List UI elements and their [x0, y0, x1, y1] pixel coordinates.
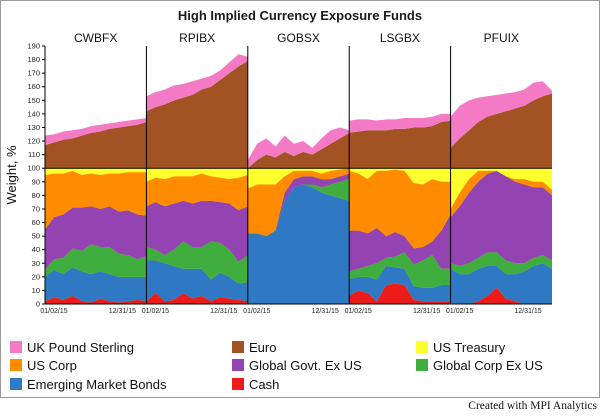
legend-item-euro: Euro — [232, 340, 276, 355]
y-tick-label-10: 10 — [32, 286, 40, 295]
x-tick-label-start-gobsx: 01/02/15 — [243, 308, 270, 315]
legend-item-uk-pound-sterling: UK Pound Sterling — [10, 340, 134, 355]
legend-item-us-corp: US Corp — [10, 358, 77, 373]
area-lsgbx-emerging-market-bonds — [349, 265, 451, 302]
y-tick-label-180: 180 — [27, 55, 40, 64]
y-tick-label-60: 60 — [32, 218, 40, 227]
x-tick-label-end-rpibx: 12/31/15 — [210, 308, 237, 315]
area-rpibx-euro — [146, 60, 248, 169]
area-rpibx-us-corp — [146, 173, 248, 211]
area-pfuix-us-corp — [450, 170, 552, 218]
area-cwbfx-global-govt-ex-us — [45, 206, 147, 271]
legend-swatch-euro — [232, 341, 244, 353]
area-pfuix-uk-pound-sterling — [450, 81, 552, 148]
area-rpibx-global-corp-ex-us — [146, 241, 248, 284]
legend-item-global-govt-ex-us: Global Govt. Ex US — [232, 358, 362, 373]
legend-item-cash: Cash — [232, 377, 279, 392]
x-tick-label-start-pfuix: 01/02/15 — [446, 308, 473, 315]
y-tick-label-30: 30 — [32, 259, 40, 268]
y-tick-label-90: 90 — [32, 177, 40, 186]
y-tick-label-120: 120 — [27, 137, 40, 146]
area-gobsx-us-corp — [247, 168, 350, 237]
legend-swatch-us-corp — [10, 359, 22, 371]
x-tick-label-end-pfuix: 12/31/15 — [514, 308, 541, 315]
y-tick-label-190: 190 — [27, 42, 40, 51]
y-tick-label-70: 70 — [32, 204, 40, 213]
area-pfuix-cash — [450, 287, 552, 304]
y-tick-label-100: 100 — [27, 164, 40, 173]
legend-swatch-uk-pound-sterling — [10, 341, 22, 353]
y-tick-label-150: 150 — [27, 96, 40, 105]
area-rpibx-uk-pound-sterling — [146, 54, 248, 112]
area-rpibx-cash — [146, 293, 248, 304]
area-cwbfx-us-corp — [45, 170, 147, 230]
panel-label-pfuix: PFUIX — [484, 31, 519, 45]
area-cwbfx-emerging-market-bonds — [45, 267, 147, 303]
area-gobsx-uk-pound-sterling — [247, 127, 350, 169]
area-cwbfx-cash — [45, 295, 147, 304]
legend-item-global-corp-ex-us: Global Corp Ex US — [416, 358, 543, 373]
legend-swatch-emerging-market-bonds — [10, 378, 22, 390]
area-rpibx-global-govt-ex-us — [146, 200, 248, 262]
panel-label-gobsx: GOBSX — [277, 31, 320, 45]
legend-item-emerging-market-bonds: Emerging Market Bonds — [10, 377, 166, 392]
legend-swatch-us-treasury — [416, 341, 428, 353]
area-pfuix-global-corp-ex-us — [450, 252, 552, 275]
y-tick-label-140: 140 — [27, 109, 40, 118]
area-lsgbx-uk-pound-sterling — [349, 113, 451, 133]
x-tick-label-start-cwbfx: 01/02/15 — [40, 308, 67, 315]
area-pfuix-euro — [450, 93, 552, 169]
y-tick-label-110: 110 — [28, 150, 40, 159]
area-lsgbx-cash — [349, 283, 451, 304]
area-lsgbx-euro — [349, 120, 451, 169]
panel-label-lsgbx: LSGBX — [380, 31, 420, 45]
panel-label-cwbfx: CWBFX — [74, 31, 117, 45]
y-axis-label: Weight, % — [4, 145, 19, 204]
area-rpibx-emerging-market-bonds — [146, 260, 248, 302]
legend-item-us-treasury: US Treasury — [416, 340, 505, 355]
y-tick-label-0: 0 — [36, 300, 40, 309]
x-tick-label-end-lsgbx: 12/31/15 — [413, 308, 440, 315]
panel-label-rpibx: RPIBX — [179, 31, 215, 45]
x-tick-label-start-rpibx: 01/02/15 — [142, 308, 169, 315]
y-tick-label-80: 80 — [32, 191, 40, 200]
area-pfuix-global-govt-ex-us — [450, 170, 552, 266]
y-tick-label-130: 130 — [27, 123, 40, 132]
x-tick-label-end-gobsx: 12/31/15 — [312, 308, 339, 315]
x-tick-label-end-cwbfx: 12/31/15 — [109, 308, 136, 315]
area-gobsx-emerging-market-bonds — [247, 184, 350, 304]
area-gobsx-global-corp-ex-us — [247, 179, 350, 237]
legend-swatch-global-corp-ex-us — [416, 359, 428, 371]
area-lsgbx-global-corp-ex-us — [349, 252, 451, 288]
area-cwbfx-global-corp-ex-us — [45, 244, 147, 277]
chart-plot: CWBFX 01/02/15 12/31/15 RPIBX 01/02/15 12/31/… — [4, 31, 552, 315]
y-tick-label-160: 160 — [27, 82, 40, 91]
y-tick-label-50: 50 — [32, 232, 40, 241]
chart-title: High Implied Currency Exposure Funds — [177, 8, 423, 23]
area-lsgbx-us-corp — [349, 169, 451, 249]
area-cwbfx-uk-pound-sterling — [45, 117, 147, 146]
y-tick-label-170: 170 — [27, 69, 40, 78]
area-pfuix-emerging-market-bonds — [450, 263, 552, 304]
y-tick-label-40: 40 — [32, 245, 40, 254]
area-cwbfx-euro — [45, 122, 147, 169]
x-tick-label-start-lsgbx: 01/02/15 — [345, 308, 372, 315]
y-tick-label-20: 20 — [32, 272, 40, 281]
area-gobsx-euro — [247, 132, 350, 169]
area-gobsx-global-govt-ex-us — [247, 173, 350, 237]
footer-credit: Created with MPI Analytics — [468, 400, 597, 412]
area-lsgbx-global-govt-ex-us — [349, 214, 451, 272]
legend-swatch-cash — [232, 378, 244, 390]
legend-swatch-global-govt-ex-us — [232, 359, 244, 371]
